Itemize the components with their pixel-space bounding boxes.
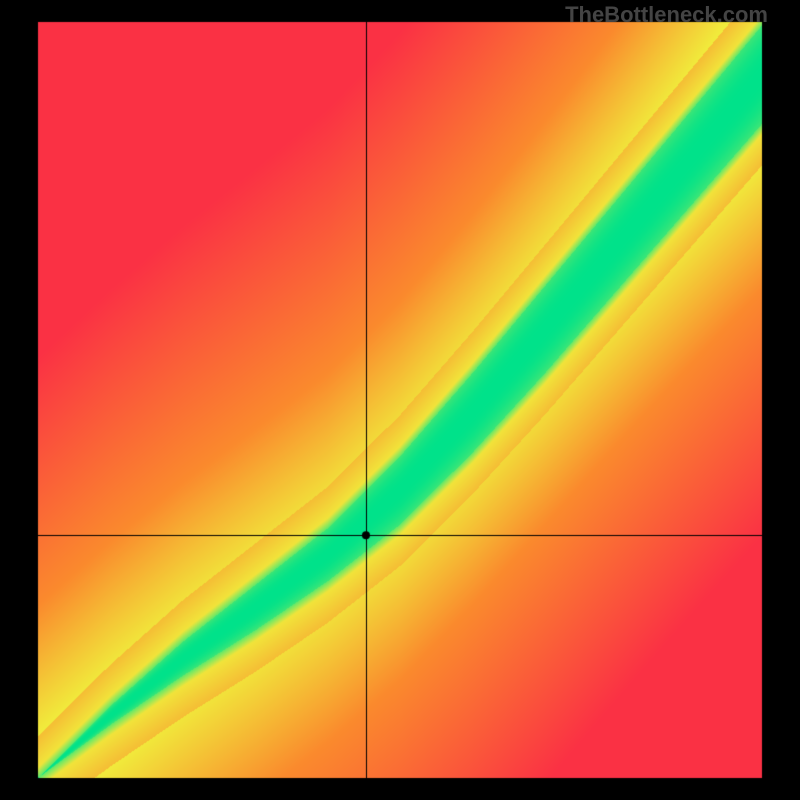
chart-container: TheBottleneck.com — [0, 0, 800, 800]
bottleneck-heatmap — [0, 0, 800, 800]
watermark-text: TheBottleneck.com — [565, 2, 768, 28]
